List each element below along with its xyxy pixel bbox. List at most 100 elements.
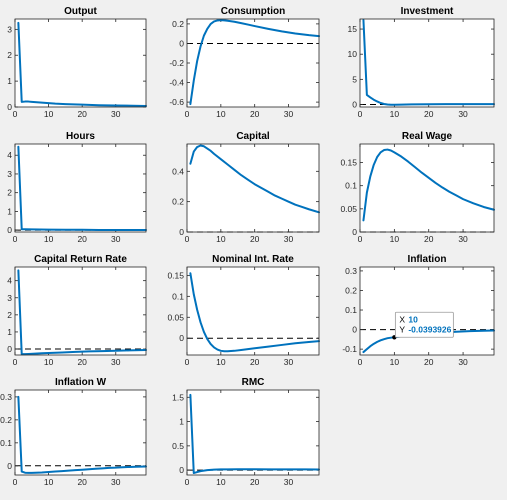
- x-tick-label: 30: [458, 109, 468, 119]
- subplot-5: Capital 0 10 20 30 0 0.2 0.4: [172, 131, 320, 244]
- subplot-3: Investment 0 10 20 30 0 5 10 15: [348, 6, 495, 119]
- series-line: [189, 272, 320, 353]
- y-tick-label: 0.1: [345, 305, 357, 315]
- series-line: [189, 19, 320, 106]
- axes-box: [186, 389, 320, 476]
- x-tick-label: 10: [390, 109, 400, 119]
- x-tick-label: 0: [13, 357, 18, 367]
- x-tick-label: 0: [13, 109, 18, 119]
- y-tick-label: 0.2: [172, 197, 184, 207]
- plot-area: [360, 267, 494, 355]
- x-tick-label: 0: [358, 234, 363, 244]
- subplot-8: Nominal Int. Rate 0 10 20 30 0 0.05 0.1 0.15: [167, 254, 320, 367]
- chart-title: Real Wage: [402, 131, 453, 142]
- x-tick-label: 20: [250, 357, 260, 367]
- x-tick-label: 20: [77, 477, 87, 487]
- chart-title: Investment: [401, 6, 454, 17]
- x-tick-label: 30: [284, 357, 294, 367]
- chart-title: Output: [64, 6, 97, 17]
- y-tick-label: 0.1: [345, 181, 357, 191]
- series-line: [362, 148, 495, 222]
- series-line: [17, 269, 147, 356]
- plot-area: [15, 267, 146, 355]
- y-tick-label: 1: [179, 417, 184, 427]
- x-tick-label: 30: [111, 109, 121, 119]
- y-tick-label: 1.5: [172, 392, 184, 402]
- y-tick-label: 2: [7, 310, 12, 320]
- chart-title: Nominal Int. Rate: [212, 254, 294, 265]
- subplot-10: Inflation W 0 10 20 30 0 0.1 0.2 0.3: [0, 377, 147, 487]
- y-tick-label: 0: [7, 344, 12, 354]
- y-tick-label: 5: [352, 74, 357, 84]
- plot-area: [187, 267, 319, 355]
- x-tick-label: 0: [358, 109, 363, 119]
- subplot-11: RMC 0 10 20 30 0 0.5 1 1.5: [172, 377, 320, 487]
- x-tick-label: 20: [250, 109, 260, 119]
- y-tick-label: -0.2: [169, 58, 184, 68]
- x-tick-label: 20: [250, 234, 260, 244]
- x-tick-label: 30: [111, 357, 121, 367]
- y-tick-label: 0: [179, 227, 184, 237]
- subplot-7: Capital Return Rate 0 10 20 30 0 1 2 3 4: [7, 254, 147, 367]
- axes-box: [359, 143, 495, 233]
- x-tick-label: 0: [358, 357, 363, 367]
- x-tick-label: 20: [424, 357, 434, 367]
- x-tick-label: 30: [284, 109, 294, 119]
- y-tick-label: 0.4: [172, 166, 184, 176]
- x-tick-label: 20: [250, 477, 260, 487]
- series-line: [17, 145, 147, 231]
- datatip-y-label: Y: [399, 324, 405, 334]
- plot-area: [15, 19, 146, 107]
- x-tick-label: 10: [44, 357, 54, 367]
- x-tick-label: 30: [458, 234, 468, 244]
- x-tick-label: 10: [390, 357, 400, 367]
- y-tick-label: 0.05: [167, 312, 184, 322]
- x-tick-label: 10: [44, 234, 54, 244]
- subplot-1: Output 0 10 20 30 0 1 2 3: [7, 6, 147, 119]
- axes-box: [14, 266, 147, 356]
- axes-box: [14, 389, 147, 476]
- chart-title: RMC: [242, 377, 265, 388]
- datatip-box: [394, 311, 454, 338]
- y-tick-label: -0.4: [169, 78, 184, 88]
- y-tick-label: 1: [7, 327, 12, 337]
- subplot-2: Consumption 0 10 20 30 -0.6 -0.4 -0.2 0 0.2: [169, 6, 320, 119]
- y-tick-label: 1: [7, 206, 12, 216]
- x-tick-label: 20: [77, 357, 87, 367]
- plot-area: [187, 144, 319, 232]
- chart-title: Hours: [66, 131, 95, 142]
- y-tick-label: 0: [352, 325, 357, 335]
- x-tick-label: 0: [185, 477, 190, 487]
- y-tick-label: 0: [7, 461, 12, 471]
- x-tick-label: 10: [216, 109, 226, 119]
- y-tick-label: 0: [352, 227, 357, 237]
- chart-title: Inflation: [408, 254, 447, 265]
- y-tick-label: -0.6: [169, 97, 184, 107]
- y-tick-label: 0.05: [340, 204, 357, 214]
- x-tick-label: 30: [111, 234, 121, 244]
- x-tick-label: 20: [424, 109, 434, 119]
- x-tick-label: 30: [458, 357, 468, 367]
- subplot-4: Hours 0 10 20 30 0 1 2 3 4: [7, 131, 147, 244]
- x-tick-label: 30: [111, 477, 121, 487]
- x-tick-label: 20: [424, 234, 434, 244]
- x-tick-label: 10: [216, 234, 226, 244]
- x-tick-label: 0: [185, 109, 190, 119]
- y-tick-label: 0.2: [172, 19, 184, 29]
- y-tick-label: 3: [7, 293, 12, 303]
- y-tick-label: 0: [179, 465, 184, 475]
- chart-title: Consumption: [221, 6, 285, 17]
- datatip-y-value: -0.0393926: [408, 324, 451, 334]
- datatip-x-value: 10: [408, 314, 418, 324]
- plot-area: [187, 19, 319, 107]
- chart-title: Capital Return Rate: [34, 254, 127, 265]
- x-tick-label: 10: [44, 477, 54, 487]
- axes-box: [14, 143, 147, 233]
- y-tick-label: 0: [352, 99, 357, 109]
- y-tick-label: 0.15: [167, 270, 184, 280]
- y-tick-label: 4: [7, 150, 12, 160]
- plot-area: [15, 390, 146, 475]
- x-tick-label: 30: [284, 477, 294, 487]
